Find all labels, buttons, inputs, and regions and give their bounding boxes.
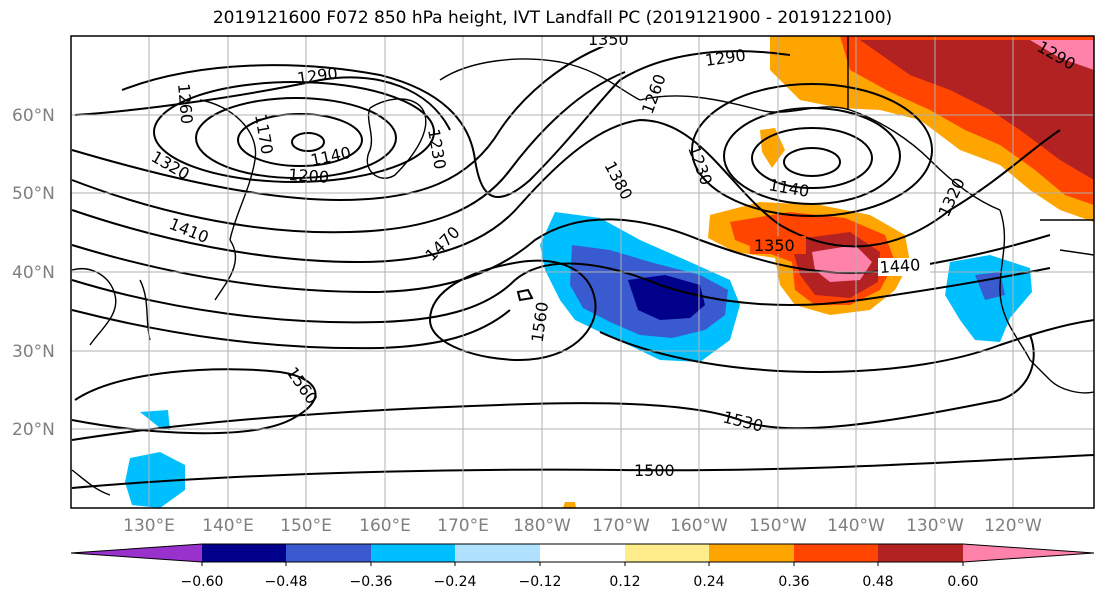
colorbar-segment bbox=[794, 544, 878, 562]
lon-label: 170°W bbox=[592, 516, 650, 536]
lat-label: 30°N bbox=[12, 342, 55, 362]
colorbar-tick-label: −0.24 bbox=[434, 574, 477, 590]
lon-label: 140°W bbox=[827, 516, 885, 536]
colorbar-tick-label: −0.48 bbox=[265, 574, 308, 590]
longitude-labels: 130°E 140°E 150°E 160°E 170°E 180°W 170°… bbox=[123, 516, 1042, 536]
contour-label: 1350 bbox=[754, 236, 795, 255]
colorbar-segment bbox=[709, 544, 794, 562]
colorbar-tick-label: −0.60 bbox=[181, 574, 224, 590]
lon-label: 130°E bbox=[123, 516, 175, 536]
lat-label: 40°N bbox=[12, 263, 55, 283]
lon-label: 170°E bbox=[437, 516, 489, 536]
colorbar-segment bbox=[455, 544, 540, 562]
colorbar-tick-label: 0.36 bbox=[778, 574, 809, 590]
colorbar-segment bbox=[540, 544, 625, 562]
gridlines bbox=[71, 36, 1094, 508]
colorbar-tick-label: 0.48 bbox=[862, 574, 893, 590]
colorbar-tick-label: 0.24 bbox=[693, 574, 724, 590]
lon-label: 140°E bbox=[202, 516, 254, 536]
colorbar-tick-labels: −0.60 −0.48 −0.36 −0.24 −0.12 0.12 0.24 … bbox=[181, 574, 979, 590]
lat-label: 50°N bbox=[12, 184, 55, 204]
colorbar-segment bbox=[625, 544, 709, 562]
coastlines bbox=[71, 36, 1094, 496]
map-title: 2019121600 F072 850 hPa height, IVT Land… bbox=[212, 8, 893, 28]
colorbar-segment bbox=[71, 544, 202, 562]
lon-label: 150°W bbox=[749, 516, 807, 536]
lon-label: 180°W bbox=[513, 516, 571, 536]
colorbar-segment bbox=[963, 544, 1094, 562]
lon-label: 150°E bbox=[280, 516, 332, 536]
colorbar-segment bbox=[371, 544, 455, 562]
lon-label: 160°W bbox=[670, 516, 728, 536]
contour-label: 1200 bbox=[288, 165, 330, 187]
lat-label: 20°N bbox=[12, 420, 55, 440]
lon-label: 160°E bbox=[359, 516, 411, 536]
colorbar-segment bbox=[202, 544, 286, 562]
contour-label: 1500 bbox=[634, 461, 675, 480]
latitude-labels: 60°N 50°N 40°N 30°N 20°N bbox=[12, 106, 55, 440]
colorbar-segment bbox=[286, 544, 371, 562]
lon-label: 120°W bbox=[984, 516, 1042, 536]
contour-label: 1260 bbox=[174, 83, 196, 125]
map-frame bbox=[70, 35, 1095, 509]
contour-label: 1350 bbox=[588, 30, 629, 49]
lon-label: 130°W bbox=[906, 516, 964, 536]
contour-label: 1440 bbox=[879, 255, 921, 277]
lat-label: 60°N bbox=[12, 106, 55, 126]
colorbar-tick-label: 0.12 bbox=[609, 574, 640, 590]
colorbar-tick-label: 0.60 bbox=[947, 574, 978, 590]
colorbar-segment bbox=[878, 544, 963, 562]
colorbar bbox=[70, 543, 1095, 566]
colorbar-tick-label: −0.36 bbox=[350, 574, 393, 590]
colorbar-tick-label: −0.12 bbox=[519, 574, 562, 590]
